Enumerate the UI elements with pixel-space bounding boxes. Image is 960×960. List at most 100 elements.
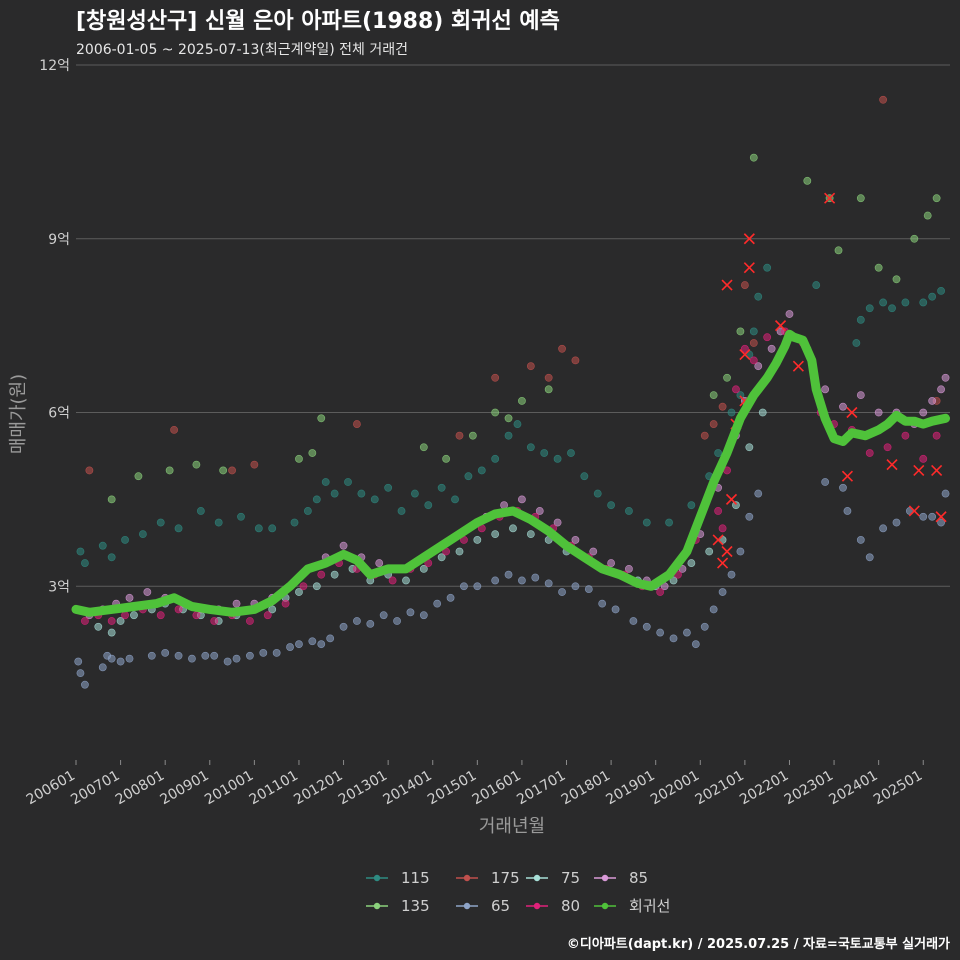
point-85	[625, 564, 633, 573]
point-65	[736, 547, 745, 556]
cancelled-marker	[717, 557, 729, 569]
point-65	[74, 657, 83, 666]
point-85	[339, 541, 348, 550]
point-115	[607, 501, 616, 510]
legend-label: 85	[629, 869, 648, 887]
point-85	[821, 385, 830, 394]
point-135	[192, 460, 201, 469]
point-115	[81, 559, 89, 567]
point-135	[219, 466, 228, 475]
point-65	[843, 507, 852, 515]
point-80	[81, 617, 89, 625]
point-85	[839, 402, 847, 411]
point-75	[526, 530, 535, 539]
point-115	[451, 495, 459, 504]
point-115	[580, 472, 589, 481]
cancelled-marker	[935, 511, 947, 523]
point-65	[107, 654, 116, 663]
cancelled-marker	[721, 545, 733, 558]
point-65	[491, 576, 500, 585]
point-115	[856, 315, 865, 324]
point-135	[317, 414, 326, 423]
point-115	[665, 518, 673, 527]
point-135	[803, 176, 812, 185]
point-135	[518, 397, 526, 405]
point-65	[473, 582, 482, 591]
point-115	[303, 507, 312, 515]
point-115	[76, 547, 85, 556]
point-85	[589, 547, 598, 556]
point-135	[932, 194, 941, 203]
source-credit: ©디아파트(dapt.kr) / 2025.07.25 / 자료=국토교통부 실…	[567, 936, 950, 952]
point-65	[433, 599, 442, 608]
point-115	[214, 518, 223, 527]
point-175	[491, 373, 500, 382]
point-80	[740, 344, 749, 353]
point-75	[312, 582, 321, 591]
point-65	[879, 524, 888, 533]
point-135	[892, 275, 901, 284]
point-115	[937, 286, 945, 295]
point-135	[107, 495, 116, 504]
point-80	[317, 570, 326, 579]
point-115	[410, 489, 419, 498]
y-tick-label: 9억	[48, 232, 70, 248]
point-65	[745, 512, 754, 521]
point-65	[656, 628, 665, 637]
point-85	[754, 362, 763, 371]
point-115	[174, 524, 183, 533]
point-175	[455, 431, 464, 440]
point-175	[170, 425, 179, 434]
point-65	[683, 628, 691, 637]
point-135	[295, 454, 303, 463]
point-85	[375, 559, 384, 567]
point-65	[839, 483, 847, 492]
point-75	[437, 553, 446, 562]
point-135	[736, 327, 745, 336]
point-65	[504, 570, 513, 579]
point-115	[727, 408, 736, 417]
legend-swatch-dot	[373, 874, 381, 882]
point-115	[928, 292, 937, 301]
point-65	[406, 608, 415, 617]
legend-item-80: 80	[526, 897, 580, 915]
point-65	[116, 657, 125, 666]
point-175	[526, 362, 535, 371]
legend-item-85: 85	[594, 869, 648, 887]
point-115	[344, 478, 352, 486]
point-65	[598, 599, 607, 608]
point-135	[491, 408, 500, 417]
point-65	[584, 585, 593, 594]
point-115	[865, 304, 874, 313]
point-65	[941, 489, 950, 498]
point-80	[749, 356, 758, 365]
cancelled-marker	[931, 464, 943, 476]
point-135	[165, 466, 174, 475]
point-115	[156, 518, 165, 527]
point-80	[299, 582, 308, 591]
point-135	[709, 391, 718, 400]
point-65	[272, 648, 281, 657]
legend-swatch-dot	[373, 902, 381, 910]
scatter-points	[72, 95, 950, 689]
point-85	[535, 507, 544, 515]
point-65	[928, 512, 937, 521]
point-80	[210, 617, 219, 625]
x-axis-title: 거래년월	[479, 816, 545, 837]
legend-label: 115	[401, 869, 430, 887]
point-115	[370, 495, 379, 504]
point-65	[669, 634, 678, 643]
point-175	[544, 373, 553, 382]
point-65	[460, 582, 468, 591]
point-115	[919, 298, 928, 307]
point-175	[749, 339, 758, 347]
point-115	[888, 304, 896, 313]
point-80	[932, 431, 941, 440]
point-115	[852, 339, 861, 347]
y-tick-label: 6억	[48, 406, 70, 422]
point-115	[553, 454, 562, 463]
point-80	[883, 443, 892, 452]
point-115	[330, 489, 339, 498]
point-75	[669, 576, 678, 585]
point-65	[174, 651, 183, 660]
